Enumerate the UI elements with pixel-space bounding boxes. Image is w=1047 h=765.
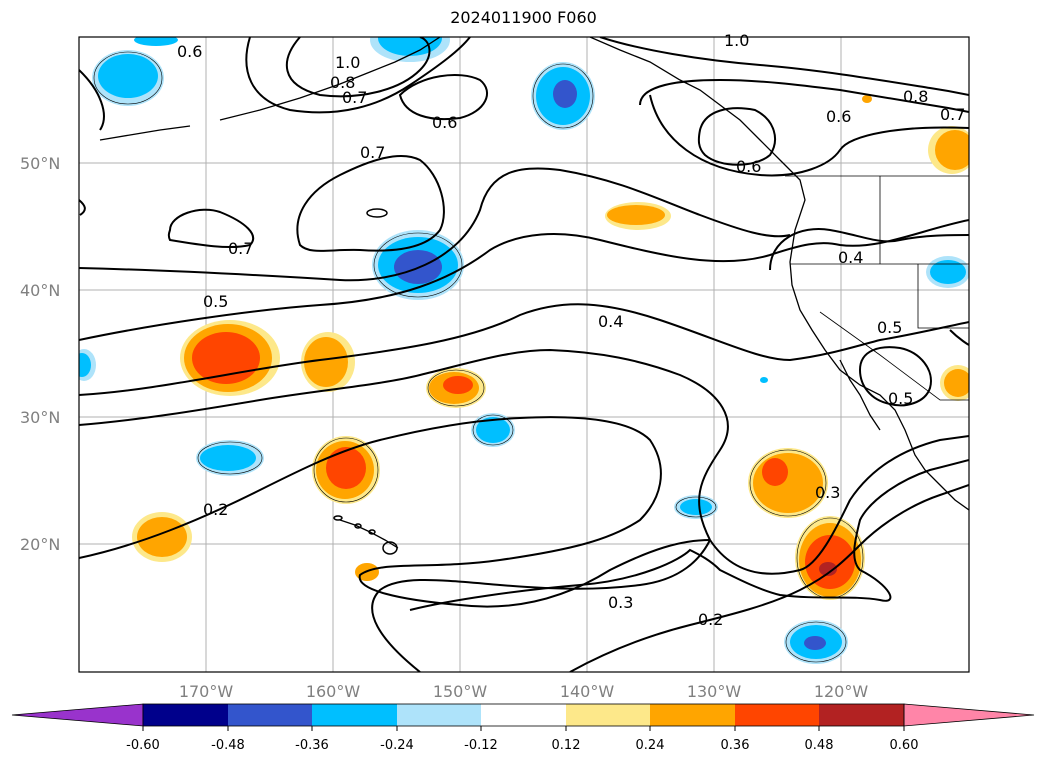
contour-label: 0.4 [838, 248, 863, 267]
coastlines [99, 37, 969, 549]
contour-label: 0.3 [608, 593, 633, 612]
political-borders [785, 175, 969, 401]
patch-outlines [93, 51, 864, 663]
colorbar-segment [819, 704, 904, 726]
colorbar-segment [735, 704, 819, 726]
colorbar-segment [312, 704, 397, 726]
contour-label: 0.6 [736, 157, 761, 176]
colorbar-extend-high [903, 703, 1035, 727]
colorbar-tick-label: -0.60 [126, 738, 160, 753]
lon-label-120w: 120°W [814, 682, 869, 701]
colorbar-segment [143, 704, 228, 726]
colorbar-segment [481, 704, 566, 726]
colorbar-tick-label: -0.12 [464, 738, 498, 753]
contour-label: 0.5 [203, 292, 228, 311]
colorbar-tick-label: -0.48 [211, 738, 245, 753]
lon-label-140w: 140°W [560, 682, 615, 701]
lat-label-30n: 30°N [20, 408, 60, 427]
lat-label-40n: 40°N [20, 281, 60, 300]
contour-label: 0.5 [877, 318, 902, 337]
contour-label: 0.7 [228, 239, 253, 258]
contour-label: 0.8 [903, 87, 928, 106]
colorbar-segment [397, 704, 481, 726]
colorbar-frame [142, 703, 905, 727]
colorbar-tick-label: -0.24 [380, 738, 414, 753]
colorbar-segment [566, 704, 650, 726]
lon-label-160w: 160°W [306, 682, 361, 701]
colorbar: -0.60 -0.48 -0.36 -0.24 -0.12 0.12 0.24 … [11, 703, 1035, 753]
contour-label: 0.6 [826, 107, 851, 126]
contour-label: 0.7 [342, 88, 367, 107]
colorbar-segment [228, 704, 312, 726]
colorbar-tick-label: -0.36 [295, 738, 329, 753]
lon-label-130w: 130°W [687, 682, 742, 701]
colorbar-tick-label: 0.12 [552, 738, 581, 753]
colorbar-tick-label: 0.36 [721, 738, 750, 753]
contour-label: 0.6 [177, 42, 202, 61]
lon-label-170w: 170°W [179, 682, 234, 701]
contour-label: 0.2 [203, 500, 228, 519]
contour-label: 0.5 [888, 389, 913, 408]
contour-labels: 0.6 1.0 0.8 0.7 0.6 0.7 0.7 0.5 0.4 0.2 … [177, 31, 965, 629]
colorbar-segment [650, 704, 735, 726]
islands [333, 208, 398, 555]
contour-label: 0.4 [598, 312, 623, 331]
lon-label-150w: 150°W [433, 682, 488, 701]
lat-label-20n: 20°N [20, 535, 60, 554]
colorbar-tick-label: 0.60 [890, 738, 919, 753]
contour-label: 0.2 [698, 610, 723, 629]
lat-label-50n: 50°N [20, 154, 60, 173]
contour-label: 0.7 [940, 105, 965, 124]
contour-label: 0.3 [815, 483, 840, 502]
contour-label: 1.0 [335, 53, 360, 72]
colorbar-tick-label: 0.24 [636, 738, 665, 753]
map-title: 2024011900 F060 [450, 8, 597, 27]
contour-label: 0.7 [360, 143, 385, 162]
contour-label: 0.6 [432, 113, 457, 132]
positive-anomaly-patches [132, 95, 969, 600]
contour-label: 0.8 [330, 73, 355, 92]
contour-label: 1.0 [724, 31, 749, 50]
colorbar-tick-label: 0.48 [805, 738, 834, 753]
colorbar-extend-low [11, 703, 144, 727]
plot-frame [78, 36, 970, 673]
